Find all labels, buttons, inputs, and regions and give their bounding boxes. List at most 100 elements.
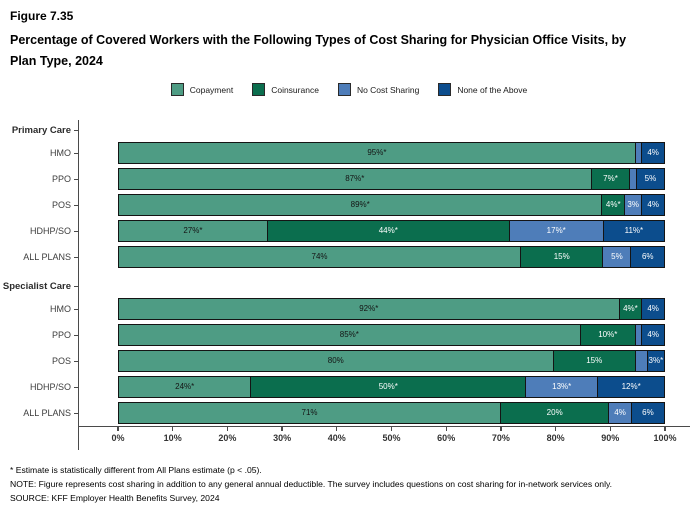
bar-segment-no-cost-sharing: 5% [602, 247, 631, 267]
legend-label: Coinsurance [271, 84, 319, 95]
x-axis-tick [390, 427, 393, 431]
figure-title: Percentage of Covered Workers with the F… [10, 33, 627, 68]
legend-label: None of the Above [457, 84, 528, 95]
bar-value-label: 5% [644, 174, 657, 183]
x-axis-tick-label: 20% [218, 433, 237, 443]
bar-row-hdhp-so: HDHP/SO 24%* 50%* 13%* 12%* [0, 374, 698, 400]
x-axis-tick [226, 427, 229, 431]
stacked-bar: 85%* 10%* 4% [118, 324, 665, 346]
x-axis-tick [172, 427, 174, 431]
bar-segment-coinsurance: 15% [552, 351, 635, 371]
stacked-bar: 87%* 7%* 5% [118, 168, 665, 190]
bar-segment-copayment: 71% [119, 403, 501, 423]
none-of-the-above-swatch-icon [438, 83, 452, 96]
bar-value-label: 4%* [605, 200, 621, 209]
bar-segment-copayment: 80% [119, 351, 553, 371]
bar-value-label: 20% [546, 408, 563, 417]
bar-row-ppo: PPO 85%* 10%* 4% [0, 322, 698, 348]
bar-segment-coinsurance: 4%* [601, 195, 625, 215]
bar-value-label: 10%* [598, 330, 618, 339]
category-label: Specialist Care [2, 280, 71, 292]
bar-value-label: 4% [647, 200, 659, 209]
legend-label: Copayment [189, 84, 234, 95]
plan-type-label: ALL PLANS [23, 252, 71, 262]
bar-value-label: 95%* [367, 148, 387, 157]
plan-type-label: HDHP/SO [29, 382, 71, 392]
bar-row-ppo: PPO 87%* 7%* 5% [0, 166, 698, 192]
x-axis-tick-label: 0% [111, 433, 125, 443]
bar-segment-none-of-the-above: 4% [641, 325, 665, 345]
bar-segment-copayment: 27%* [119, 221, 267, 241]
x-axis-tick-label: 10% [163, 433, 182, 443]
x-axis-tick [500, 427, 502, 431]
plan-type-label: POS [51, 356, 71, 366]
bar-segment-no-cost-sharing [634, 325, 642, 345]
x-axis-tick [554, 427, 557, 431]
category-label: Primary Care [11, 124, 71, 136]
bar-value-label: 7%* [603, 174, 618, 183]
bar-value-label: 71% [301, 408, 318, 417]
plan-type-label: PPO [51, 174, 71, 184]
bar-row-hmo: HMO 92%* 4%* 4% [0, 296, 698, 322]
bar-segment-coinsurance: 50%* [250, 377, 526, 397]
legend-item-coinsurance: Coinsurance [252, 83, 319, 96]
bar-segment-coinsurance: 4%* [618, 299, 642, 319]
bar-segment-none-of-the-above: 4% [641, 195, 665, 215]
x-axis-tick-label: 90% [601, 433, 620, 443]
bar-segment-coinsurance: 7%* [590, 169, 630, 189]
bar-value-label: 87%* [345, 174, 365, 183]
bar-value-label: 17%* [546, 226, 566, 235]
footnote-note: NOTE: Figure represents cost sharing in … [10, 479, 613, 489]
bar-value-label: 15% [553, 252, 570, 261]
legend-item-no-cost-sharing: No Cost Sharing [337, 83, 420, 96]
x-axis-tick-label: 50% [382, 433, 401, 443]
bar-segment-coinsurance: 10%* [579, 325, 635, 345]
footnotes: * Estimate is statistically different fr… [0, 463, 698, 505]
legend-item-copayment: Copayment [170, 83, 234, 96]
x-axis-tick-label: 80% [546, 433, 565, 443]
bar-value-label: 3%* [648, 356, 664, 365]
bar-segment-copayment: 95%* [119, 143, 635, 163]
bar-row-pos: POS 89%* 4%* 3% 4% [0, 192, 698, 218]
bar-segment-none-of-the-above: 6% [630, 247, 664, 267]
bar-value-label: 4% [647, 330, 659, 339]
bar-value-label: 4% [647, 304, 659, 313]
legend-label: No Cost Sharing [356, 84, 420, 95]
bar-segment-copayment: 24%* [119, 377, 251, 397]
bar-segment-none-of-the-above: 4% [641, 143, 664, 163]
bar-value-label: 50%* [378, 382, 398, 391]
plan-type-label: HMO [50, 304, 71, 314]
bar-value-label: 4%* [623, 304, 638, 313]
category-row: Primary Care [0, 120, 698, 140]
x-axis-tick [336, 427, 338, 431]
stacked-bar: 74% 15% 5% 6% [118, 246, 665, 268]
plan-type-label: PPO [51, 330, 71, 340]
stacked-bar: 24%* 50%* 13%* 12%* [118, 376, 665, 398]
bar-segment-copayment: 89%* [119, 195, 602, 215]
bar-value-label: 13%* [552, 382, 572, 391]
plan-type-label: ALL PLANS [23, 408, 71, 418]
bar-row-hmo: HMO 95%* 4% [0, 140, 698, 166]
x-axis: 0% 10% 20% 30% 40% 50% 60% 70% 80% 90% 100% [0, 426, 698, 450]
bar-segment-none-of-the-above: 6% [630, 403, 665, 423]
figure-header: Figure 7.35 Percentage of Covered Worker… [0, 0, 698, 72]
x-axis-tick-label: 30% [273, 433, 292, 443]
bar-value-label: 15% [586, 356, 603, 365]
bar-value-label: 85%* [339, 330, 359, 339]
footnote-source: SOURCE: KFF Employer Health Benefits Sur… [10, 493, 220, 503]
bar-row-hdhp-so: HDHP/SO 27%* 44%* 17%* 11%* [0, 218, 698, 244]
stacked-bar: 92%* 4%* 4% [118, 298, 665, 320]
x-axis-tick-label: 100% [653, 433, 677, 443]
bar-segment-none-of-the-above: 4% [641, 299, 664, 319]
bar-row-all-plans: ALL PLANS 74% 15% 5% 6% [0, 244, 698, 270]
figure-label: Figure 7.35 [10, 9, 74, 23]
x-axis-tick-label: 60% [437, 433, 456, 443]
bar-value-label: 89%* [350, 200, 370, 209]
bar-value-label: 74% [311, 252, 328, 261]
bar-value-label: 12%* [621, 382, 641, 391]
bar-value-label: 92%* [359, 304, 379, 313]
section-spacer [0, 270, 698, 276]
bar-value-label: 3% [627, 200, 639, 209]
bar-segment-copayment: 85%* [119, 325, 580, 345]
